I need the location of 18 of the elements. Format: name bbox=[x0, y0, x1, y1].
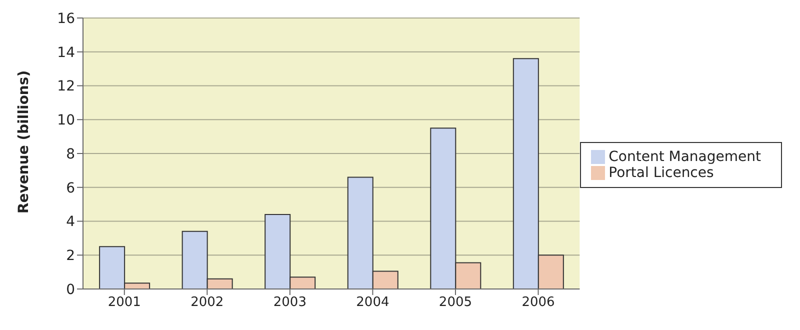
y-tick-label: 14 bbox=[57, 44, 76, 61]
y-tick-label: 12 bbox=[57, 78, 75, 95]
y-tick-label: 0 bbox=[66, 282, 75, 298]
x-tick-label: 2001 bbox=[108, 295, 141, 310]
y-tick-label: 4 bbox=[66, 214, 76, 230]
y-tick-label: 2 bbox=[66, 248, 75, 264]
x-tick-label: 2005 bbox=[438, 295, 472, 310]
y-tick-label: 10 bbox=[57, 112, 75, 129]
legend-label: Portal Licences bbox=[608, 165, 714, 181]
y-tick-label: 16 bbox=[57, 10, 76, 27]
y-tick-label: 8 bbox=[66, 146, 75, 162]
y-tick-label: 6 bbox=[66, 180, 76, 196]
x-tick-label: 2002 bbox=[190, 295, 224, 310]
x-tick-label: 2003 bbox=[273, 295, 306, 310]
legend-label: Content Management bbox=[608, 149, 761, 165]
x-tick-label: 2006 bbox=[522, 295, 555, 310]
y-axis-title: Revenue (billions) bbox=[16, 70, 32, 214]
x-tick-label: 2004 bbox=[356, 295, 390, 310]
